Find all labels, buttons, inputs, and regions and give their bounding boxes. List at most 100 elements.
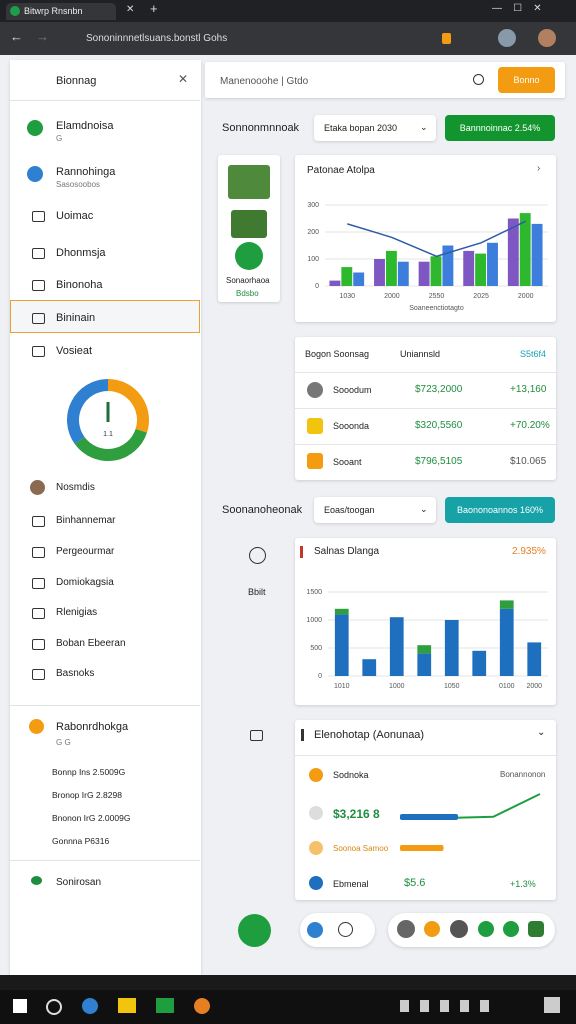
image-title: Sonaorhaoa [226,276,270,285]
bar [527,642,542,676]
checkbox[interactable] [250,730,263,741]
y-tick-label: 200 [307,229,319,236]
x-axis-title: Soaneenctiotagto [409,305,464,312]
forward[interactable]: → [36,29,49,44]
close-tab[interactable]: ✕ [126,4,135,15]
icon[interactable] [478,921,494,937]
divider [10,705,200,706]
frame [0,975,576,990]
tab-icon [10,6,20,16]
bar [417,653,432,676]
divider [10,100,200,101]
icon[interactable] [307,922,323,938]
app[interactable] [82,998,98,1014]
select-label: Eoas/toogan [324,505,375,515]
select[interactable] [314,115,436,141]
group-line: Bnonon IrG 2.0009G [52,813,131,823]
bar [397,261,409,286]
bar [417,645,432,654]
extension[interactable] [442,33,451,44]
app[interactable] [118,998,136,1013]
icon [27,120,43,136]
icon [32,313,45,324]
x-tick-label: 1000 [389,683,405,690]
row-label: Sodnoka [333,770,369,780]
bar [499,600,514,609]
avatar[interactable] [538,29,556,47]
bar [487,242,498,286]
back[interactable]: ← [10,29,23,44]
window-controls[interactable]: — ☐ ✕ [492,3,542,14]
icon[interactable] [503,921,519,937]
avatar[interactable] [397,920,415,938]
icon [307,418,323,434]
button[interactable]: Baononoannos 160% [445,497,555,523]
x-tick-label: 2000 [518,293,534,300]
nav-item: Binonoha [56,279,103,291]
x-tick-label: 1030 [340,293,356,300]
radio[interactable] [249,547,266,564]
nav-item: Binhannemar [56,515,116,526]
nav-item: Elamdnoisa [56,120,114,132]
chevron[interactable]: ⌄ [537,727,546,738]
new-tab[interactable]: + [150,1,158,16]
chart-title: Patonae Atolpa [307,165,375,176]
icon[interactable] [528,921,544,937]
tab[interactable] [6,3,116,20]
app[interactable] [156,998,174,1013]
table-cell: +70.20% [510,420,550,431]
bar [334,608,349,615]
close[interactable]: ✕ [178,72,189,86]
icon [32,578,45,589]
avatar[interactable] [498,29,516,47]
chevron[interactable]: › [537,163,541,174]
start[interactable] [13,999,27,1013]
x-tick-label: 2000 [384,293,400,300]
table-cell: Sooonda [333,421,370,431]
button[interactable]: Bonno [498,67,555,93]
row-label: Ebmenal [333,879,369,889]
bar [475,253,487,286]
progress-bar [400,845,444,851]
address-bar [0,22,576,55]
icon [32,516,45,527]
y-tick-label: 300 [307,202,319,209]
image [228,165,270,199]
card [295,720,556,900]
image [231,210,267,238]
notifications[interactable] [544,997,560,1013]
icon[interactable] [424,921,440,937]
app[interactable] [194,998,210,1014]
address[interactable]: Sononinnnetlsuans.bonstl Gohs [86,33,228,44]
fab[interactable] [238,914,271,947]
search[interactable] [46,999,62,1015]
nav-item: Rlenigias [56,607,98,618]
avatar[interactable] [450,920,468,938]
y-tick-label: 0 [315,283,319,290]
table-cell: Sooodum [333,385,372,395]
badge: 2.935% [512,546,546,557]
select[interactable] [314,497,436,523]
y-tick-label: 1000 [306,617,322,624]
image-sub: Bdsbo [236,289,259,298]
search-icon[interactable] [473,74,484,85]
icon [307,453,323,469]
icon [309,876,323,890]
chevron: ⌄ [420,122,428,132]
bar [444,620,459,676]
icon [309,806,323,820]
nav-item: Boban Ebeeran [56,638,126,649]
button[interactable]: Bannnoinnac 2.54% [445,115,555,141]
icon [27,166,43,182]
group-line: Bronop IrG 2.8298 [52,790,122,800]
gauge-segment [107,379,149,433]
row-label: Soonoa Samoo [333,844,389,853]
bar [389,617,404,676]
nav-item: Domiokagsia [56,577,114,588]
icon[interactable] [338,922,353,937]
search[interactable]: Manenooohe | Gtdo [220,76,309,87]
row-value: Bonannonon [500,770,546,779]
group-line: Gonnna P6316 [52,836,110,846]
active-item[interactable] [10,300,200,333]
x-tick-label: 1050 [444,683,460,690]
